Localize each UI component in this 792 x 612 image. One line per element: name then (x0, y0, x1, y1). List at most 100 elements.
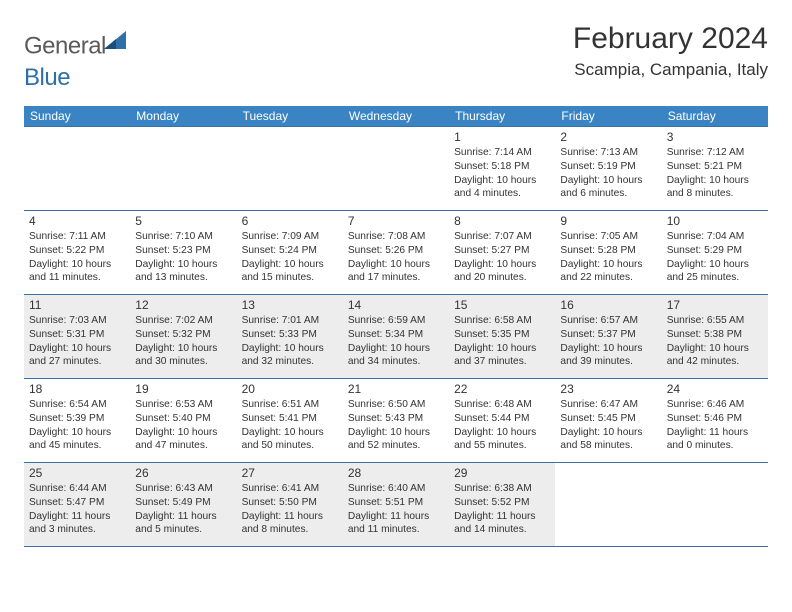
day-cell: 14Sunrise: 6:59 AMSunset: 5:34 PMDayligh… (343, 295, 449, 379)
day-header: Wednesday (343, 106, 449, 127)
calendar-row: 18 Sunrise: 6:54 AMSunset: 5:39 PMDayligh… (24, 379, 768, 463)
day-cell: 29Sunrise: 6:38 AMSunset: 5:52 PMDayligh… (449, 463, 555, 547)
day-cell: 28 Sunrise: 6:40 AMSunset: 5:51 PMDayligh… (343, 463, 449, 547)
day-details: Sunrise: 6:46 AMSunset: 5:46 PMDaylight:… (667, 398, 763, 453)
day-cell: 17 Sunrise: 6:55 AMSunset: 5:38 PMDayligh… (662, 295, 768, 379)
empty-cell (662, 463, 768, 547)
day-details: Sunrise: 7:08 AMSunset: 5:26 PMDaylight:… (348, 230, 444, 285)
day-header: Monday (130, 106, 236, 127)
day-header: Tuesday (237, 106, 343, 127)
day-details: Sunrise: 6:55 AMSunset: 5:38 PMDaylight:… (667, 314, 763, 369)
header: General Blue February 2024 Scampia, Campa… (24, 22, 768, 92)
day-cell: 5 Sunrise: 7:10 AMSunset: 5:23 PMDaylight… (130, 211, 236, 295)
day-details: Sunrise: 6:54 AMSunset: 5:39 PMDaylight:… (29, 398, 125, 453)
calendar-row: 11Sunrise: 7:03 AMSunset: 5:31 PMDayligh… (24, 295, 768, 379)
day-cell: 7 Sunrise: 7:08 AMSunset: 5:26 PMDaylight… (343, 211, 449, 295)
day-number: 26 (135, 466, 231, 480)
empty-cell (237, 127, 343, 211)
day-cell: 3 Sunrise: 7:12 AMSunset: 5:21 PMDaylight… (662, 127, 768, 211)
calendar-row: 1 Sunrise: 7:14 AMSunset: 5:18 PMDaylight… (24, 127, 768, 211)
calendar-row: 25 Sunrise: 6:44 AMSunset: 5:47 PMDayligh… (24, 463, 768, 547)
logo-triangle-icon (104, 30, 130, 50)
day-number: 11 (29, 298, 125, 312)
day-cell: 24 Sunrise: 6:46 AMSunset: 5:46 PMDayligh… (662, 379, 768, 463)
day-details: Sunrise: 6:48 AMSunset: 5:44 PMDaylight:… (454, 398, 550, 453)
day-number: 29 (454, 466, 550, 480)
day-number: 4 (29, 214, 125, 228)
day-cell: 4 Sunrise: 7:11 AMSunset: 5:22 PMDaylight… (24, 211, 130, 295)
day-cell: 11Sunrise: 7:03 AMSunset: 5:31 PMDayligh… (24, 295, 130, 379)
day-details: Sunrise: 6:44 AMSunset: 5:47 PMDaylight:… (29, 482, 125, 537)
day-details: Sunrise: 7:02 AMSunset: 5:32 PMDaylight:… (135, 314, 231, 369)
day-cell: 22Sunrise: 6:48 AMSunset: 5:44 PMDayligh… (449, 379, 555, 463)
logo-text-general: General (24, 32, 106, 59)
location-text: Scampia, Campania, Italy (573, 60, 768, 80)
day-number: 18 (29, 382, 125, 396)
day-cell: 1 Sunrise: 7:14 AMSunset: 5:18 PMDaylight… (449, 127, 555, 211)
day-number: 21 (348, 382, 444, 396)
day-details: Sunrise: 7:04 AMSunset: 5:29 PMDaylight:… (667, 230, 763, 285)
day-details: Sunrise: 6:53 AMSunset: 5:40 PMDaylight:… (135, 398, 231, 453)
day-cell: 25 Sunrise: 6:44 AMSunset: 5:47 PMDayligh… (24, 463, 130, 547)
day-details: Sunrise: 6:43 AMSunset: 5:49 PMDaylight:… (135, 482, 231, 537)
day-details: Sunrise: 6:59 AMSunset: 5:34 PMDaylight:… (348, 314, 444, 369)
day-number: 8 (454, 214, 550, 228)
day-header-row: SundayMondayTuesdayWednesdayThursdayFrid… (24, 106, 768, 127)
day-cell: 21 Sunrise: 6:50 AMSunset: 5:43 PMDayligh… (343, 379, 449, 463)
day-header: Friday (555, 106, 661, 127)
day-number: 20 (242, 382, 338, 396)
logo-text: General Blue (24, 30, 130, 92)
empty-cell (24, 127, 130, 211)
day-number: 7 (348, 214, 444, 228)
day-details: Sunrise: 7:13 AMSunset: 5:19 PMDaylight:… (560, 146, 656, 201)
title-block: February 2024 Scampia, Campania, Italy (573, 22, 768, 80)
calendar-body: 1 Sunrise: 7:14 AMSunset: 5:18 PMDaylight… (24, 127, 768, 547)
day-number: 28 (348, 466, 444, 480)
empty-cell (130, 127, 236, 211)
day-details: Sunrise: 7:05 AMSunset: 5:28 PMDaylight:… (560, 230, 656, 285)
day-details: Sunrise: 7:01 AMSunset: 5:33 PMDaylight:… (242, 314, 338, 369)
day-number: 25 (29, 466, 125, 480)
day-header: Saturday (662, 106, 768, 127)
logo-text-blue: Blue (24, 64, 70, 91)
empty-cell (343, 127, 449, 211)
day-number: 19 (135, 382, 231, 396)
day-number: 16 (560, 298, 656, 312)
day-cell: 23 Sunrise: 6:47 AMSunset: 5:45 PMDayligh… (555, 379, 661, 463)
day-cell: 16 Sunrise: 6:57 AMSunset: 5:37 PMDayligh… (555, 295, 661, 379)
day-number: 13 (242, 298, 338, 312)
day-number: 3 (667, 130, 763, 144)
day-cell: 13 Sunrise: 7:01 AMSunset: 5:33 PMDayligh… (237, 295, 343, 379)
day-header: Sunday (24, 106, 130, 127)
day-number: 1 (454, 130, 550, 144)
day-cell: 2Sunrise: 7:13 AMSunset: 5:19 PMDaylight… (555, 127, 661, 211)
calendar-row: 4 Sunrise: 7:11 AMSunset: 5:22 PMDaylight… (24, 211, 768, 295)
day-details: Sunrise: 6:47 AMSunset: 5:45 PMDaylight:… (560, 398, 656, 453)
day-details: Sunrise: 7:14 AMSunset: 5:18 PMDaylight:… (454, 146, 550, 201)
day-details: Sunrise: 6:41 AMSunset: 5:50 PMDaylight:… (242, 482, 338, 537)
day-details: Sunrise: 7:12 AMSunset: 5:21 PMDaylight:… (667, 146, 763, 201)
day-details: Sunrise: 6:57 AMSunset: 5:37 PMDaylight:… (560, 314, 656, 369)
day-number: 9 (560, 214, 656, 228)
day-cell: 20Sunrise: 6:51 AMSunset: 5:41 PMDayligh… (237, 379, 343, 463)
day-cell: 27 Sunrise: 6:41 AMSunset: 5:50 PMDayligh… (237, 463, 343, 547)
month-title: February 2024 (573, 22, 768, 56)
day-cell: 9 Sunrise: 7:05 AMSunset: 5:28 PMDaylight… (555, 211, 661, 295)
day-number: 17 (667, 298, 763, 312)
day-details: Sunrise: 6:50 AMSunset: 5:43 PMDaylight:… (348, 398, 444, 453)
empty-cell (555, 463, 661, 547)
day-details: Sunrise: 6:40 AMSunset: 5:51 PMDaylight:… (348, 482, 444, 537)
day-number: 24 (667, 382, 763, 396)
day-details: Sunrise: 7:11 AMSunset: 5:22 PMDaylight:… (29, 230, 125, 285)
day-details: Sunrise: 7:09 AMSunset: 5:24 PMDaylight:… (242, 230, 338, 285)
day-details: Sunrise: 7:10 AMSunset: 5:23 PMDaylight:… (135, 230, 231, 285)
day-cell: 6 Sunrise: 7:09 AMSunset: 5:24 PMDaylight… (237, 211, 343, 295)
logo: General Blue (24, 22, 130, 92)
day-number: 5 (135, 214, 231, 228)
day-number: 27 (242, 466, 338, 480)
day-cell: 26 Sunrise: 6:43 AMSunset: 5:49 PMDayligh… (130, 463, 236, 547)
day-number: 6 (242, 214, 338, 228)
day-number: 12 (135, 298, 231, 312)
day-number: 23 (560, 382, 656, 396)
day-number: 10 (667, 214, 763, 228)
